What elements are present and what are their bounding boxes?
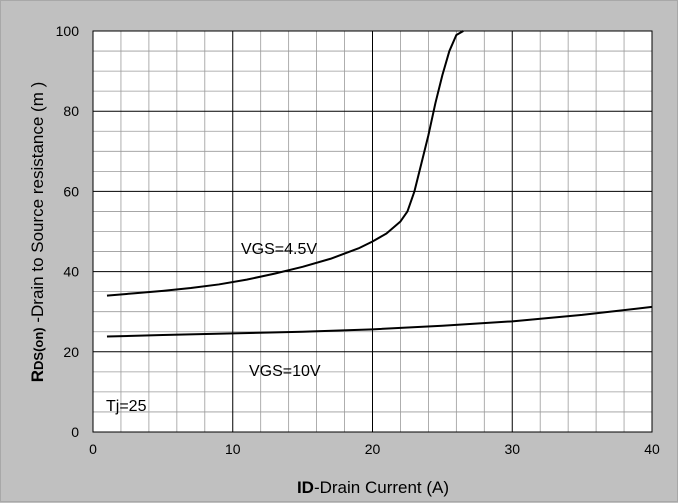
x-tick-label: 10 — [225, 441, 241, 457]
x-axis-title-rest: -Drain Current (A) — [314, 478, 449, 497]
y-tick-label: 100 — [56, 23, 80, 39]
y-tick-label: 0 — [71, 424, 79, 440]
x-tick-label: 40 — [644, 441, 660, 457]
y-tick-label: 60 — [63, 183, 79, 199]
y-axis-title-rest: -Drain to Source resistance (m ) — [28, 82, 47, 328]
tick-labels: 0 10 20 30 40 0 20 40 60 80 100 — [56, 23, 660, 457]
y-axis-title-subscript: DS(on) — [31, 327, 46, 370]
y-axis-title: RDS(on) -Drain to Source resistance (m ) — [28, 82, 47, 383]
series-line-vgs-4-5v — [106, 30, 464, 297]
series-layer — [106, 30, 653, 338]
x-axis-title-bold: ID — [297, 478, 314, 497]
grid-layer — [92, 30, 653, 433]
annotation-tj: Tj=25 — [106, 398, 147, 415]
x-tick-label: 20 — [365, 441, 381, 457]
series-line-vgs-10v — [106, 305, 653, 338]
y-axis-title-bold: R — [28, 370, 47, 382]
y-tick-label: 80 — [63, 103, 79, 119]
x-tick-label: 30 — [504, 441, 520, 457]
y-tick-label: 20 — [63, 344, 79, 360]
x-axis-title: ID-Drain Current (A) — [297, 478, 449, 497]
annotation-vgs-10v: VGS=10V — [249, 363, 321, 380]
annotation-vgs-4-5v: VGS=4.5V — [241, 241, 317, 258]
x-tick-label: 0 — [89, 441, 97, 457]
y-tick-label: 40 — [63, 264, 79, 280]
